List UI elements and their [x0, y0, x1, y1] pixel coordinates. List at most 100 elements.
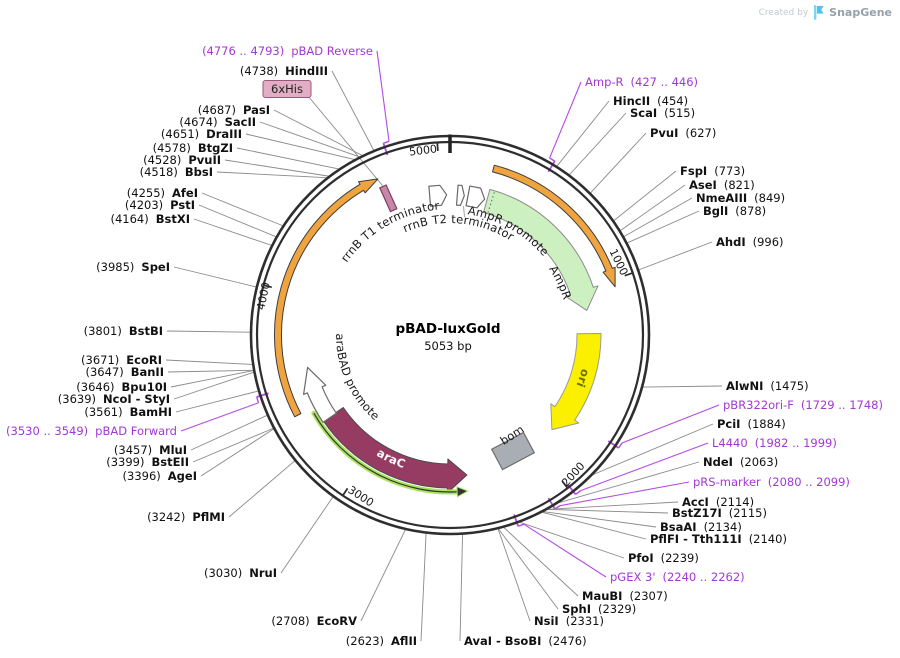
feature-ori[interactable]: [550, 333, 602, 431]
site-leader-PciI: [593, 423, 714, 475]
site-leader-BstXI: [193, 218, 272, 246]
site-leader-AseI: [620, 184, 686, 231]
primer-leader-Amp-R: [549, 81, 582, 159]
feature-bom[interactable]: [490, 431, 536, 471]
site-label-PflFI - Tth111I[interactable]: PflFI - Tth111I (2140): [650, 532, 787, 546]
site-leader-AvaI - BsoBI: [459, 534, 464, 642]
site-label-EcoRV[interactable]: (2708) EcoRV: [271, 614, 357, 628]
site-label-BstXI[interactable]: (4164) BstXI: [110, 212, 190, 226]
primer-label-pBR322ori-F[interactable]: pBR322ori-F (1729 .. 1748): [723, 398, 883, 412]
site-label-NcoI - StyI[interactable]: (3639) NcoI - StyI: [58, 392, 170, 406]
feature-araC[interactable]: [322, 407, 468, 494]
primer-label-pGEX 3'[interactable]: pGEX 3' (2240 .. 2262): [610, 570, 745, 584]
site-label-PciI[interactable]: PciI (1884): [717, 417, 786, 431]
site-label-BsaAI[interactable]: BsaAI (2134): [660, 520, 742, 534]
site-leader-BstEII: [192, 427, 274, 463]
site-label-AfeI[interactable]: (4255) AfeI: [127, 186, 198, 200]
site-label-AlwNI[interactable]: AlwNI (1475): [726, 379, 809, 393]
tag-badge-6xHis[interactable]: [262, 80, 312, 98]
site-label-AvaI - BsoBI[interactable]: AvaI - BsoBI (2476): [464, 634, 587, 648]
site-leader-BtgZI: [236, 147, 339, 170]
site-label-PstI[interactable]: (4203) PstI: [125, 198, 195, 212]
site-label-SpeI[interactable]: (3985) SpeI: [96, 260, 170, 274]
site-label-Bpu10I[interactable]: (3646) Bpu10I: [76, 380, 167, 394]
primer-hook-pBAD Forward: [256, 396, 260, 403]
primer-label-Amp-R[interactable]: Amp-R (427 .. 446): [585, 75, 698, 89]
primer-label-pRS-marker[interactable]: pRS-marker (2080 .. 2099): [693, 475, 850, 489]
site-label-MauBI[interactable]: MauBI (2307): [582, 589, 668, 603]
primer-leader-pRS-marker: [559, 481, 690, 507]
site-label-BbsI[interactable]: (4518) BbsI: [140, 165, 213, 179]
site-label-SacII[interactable]: (4674) SacII: [179, 115, 256, 129]
site-label-BglI[interactable]: BglI (878): [703, 204, 766, 218]
feature-AmpR-promoter-arrow[interactable]: [465, 185, 486, 209]
primer-leader-pBR322ori-F: [621, 404, 720, 444]
site-leader-FspI: [613, 170, 677, 221]
site-leader-NmeAIII: [623, 197, 693, 237]
feature-label-ori[interactable]: ori: [574, 367, 593, 389]
site-label-PflMI[interactable]: (3242) PflMI: [147, 510, 225, 524]
site-label-PvuII[interactable]: (4528) PvuII: [143, 153, 221, 167]
site-label-DraIII[interactable]: (4651) DraIII: [161, 127, 242, 141]
site-leader-MauBI: [503, 527, 579, 597]
snapgene-logo-icon: [814, 5, 824, 20]
feature-lux-gene-arc-right[interactable]: [492, 164, 616, 288]
site-leader-NruI: [280, 496, 334, 574]
site-leader-NcoI - StyI: [173, 371, 254, 400]
site-label-NdeI[interactable]: NdeI (2063): [703, 455, 778, 469]
feature-rrnB-T2-terminator[interactable]: [428, 184, 448, 207]
primer-hook-pRS-marker: [554, 505, 561, 510]
site-leader-PflMI: [228, 460, 295, 518]
site-leader-PvuI: [590, 132, 647, 194]
site-leader-NdeI: [558, 461, 700, 504]
bp-tick-1000: [624, 272, 634, 277]
site-label-NmeAIII[interactable]: NmeAIII (849): [696, 191, 785, 205]
feature-araBAD-promoter[interactable]: [303, 366, 337, 423]
primer-label-pBAD Reverse[interactable]: (4776 .. 4793) pBAD Reverse: [202, 44, 373, 58]
site-label-MluI[interactable]: (3457) MluI: [114, 443, 187, 457]
site-label-SphI[interactable]: SphI (2329): [562, 602, 636, 616]
site-label-AgeI[interactable]: (3396) AgeI: [123, 469, 197, 483]
site-label-PvuI[interactable]: PvuI (627): [650, 126, 716, 140]
site-leader-BstBI: [166, 330, 251, 333]
primer-label-pBAD Forward[interactable]: (3530 .. 3549) pBAD Forward: [6, 424, 177, 438]
site-leader-HindIII: [331, 70, 375, 151]
site-label-BamHI[interactable]: (3561) BamHI: [84, 405, 172, 419]
feature-araC-gene-arc-head[interactable]: [456, 486, 469, 498]
site-leader-BstZ17I: [547, 508, 669, 514]
site-label-AhdI[interactable]: AhdI (996): [716, 235, 784, 249]
primer-leader-pBAD Reverse: [376, 50, 390, 142]
site-label-PfoI[interactable]: PfoI (2239): [628, 551, 699, 565]
feature-6xHis-tag-glyph[interactable]: [378, 184, 398, 213]
feature-lux-gene-arc-left[interactable]: [273, 178, 379, 418]
site-label-EcoRI[interactable]: (3671) EcoRI: [81, 353, 162, 367]
site-label-BstZ17I[interactable]: BstZ17I (2115): [672, 506, 767, 520]
site-label-AflII[interactable]: (2623) AflII: [346, 634, 417, 648]
site-leader-BbsI: [216, 171, 327, 179]
tag-leader-6xHis: [307, 95, 383, 186]
feature-AmpR-promoter-bar[interactable]: [455, 184, 466, 207]
site-label-BanII[interactable]: (3647) BanII: [85, 365, 164, 379]
site-label-BtgZI[interactable]: (4578) BtgZI: [153, 141, 233, 155]
site-label-FspI[interactable]: FspI (773): [680, 164, 745, 178]
primer-leader-pBAD Forward: [180, 402, 259, 432]
site-label-NruI[interactable]: (3030) NruI: [204, 566, 277, 580]
brand-bar: Created by SnapGene: [759, 5, 892, 20]
site-leader-Bpu10I: [170, 370, 254, 388]
feature-AmpR[interactable]: [483, 188, 599, 311]
tag-badge-label[interactable]: 6xHis: [271, 82, 303, 96]
site-label-HindIII[interactable]: (4738) HindIII: [240, 64, 328, 78]
site-label-BstEII[interactable]: (3399) BstEII: [106, 455, 189, 469]
site-leader-AccI: [548, 501, 679, 510]
site-label-HincII[interactable]: HincII (454): [613, 94, 688, 108]
primer-label-L4440[interactable]: L4440 (1982 .. 1999): [712, 436, 837, 450]
site-label-NsiI[interactable]: NsiI (2331): [534, 614, 604, 628]
site-label-PasI[interactable]: (4687) PasI: [198, 103, 270, 117]
site-label-BstBI[interactable]: (3801) BstBI: [84, 324, 163, 338]
bp-tick-3000: [342, 487, 349, 497]
site-label-ScaI[interactable]: ScaI (515): [630, 106, 695, 120]
site-label-AccI[interactable]: AccI (2114): [682, 495, 754, 509]
site-label-AseI[interactable]: AseI (821): [689, 178, 755, 192]
